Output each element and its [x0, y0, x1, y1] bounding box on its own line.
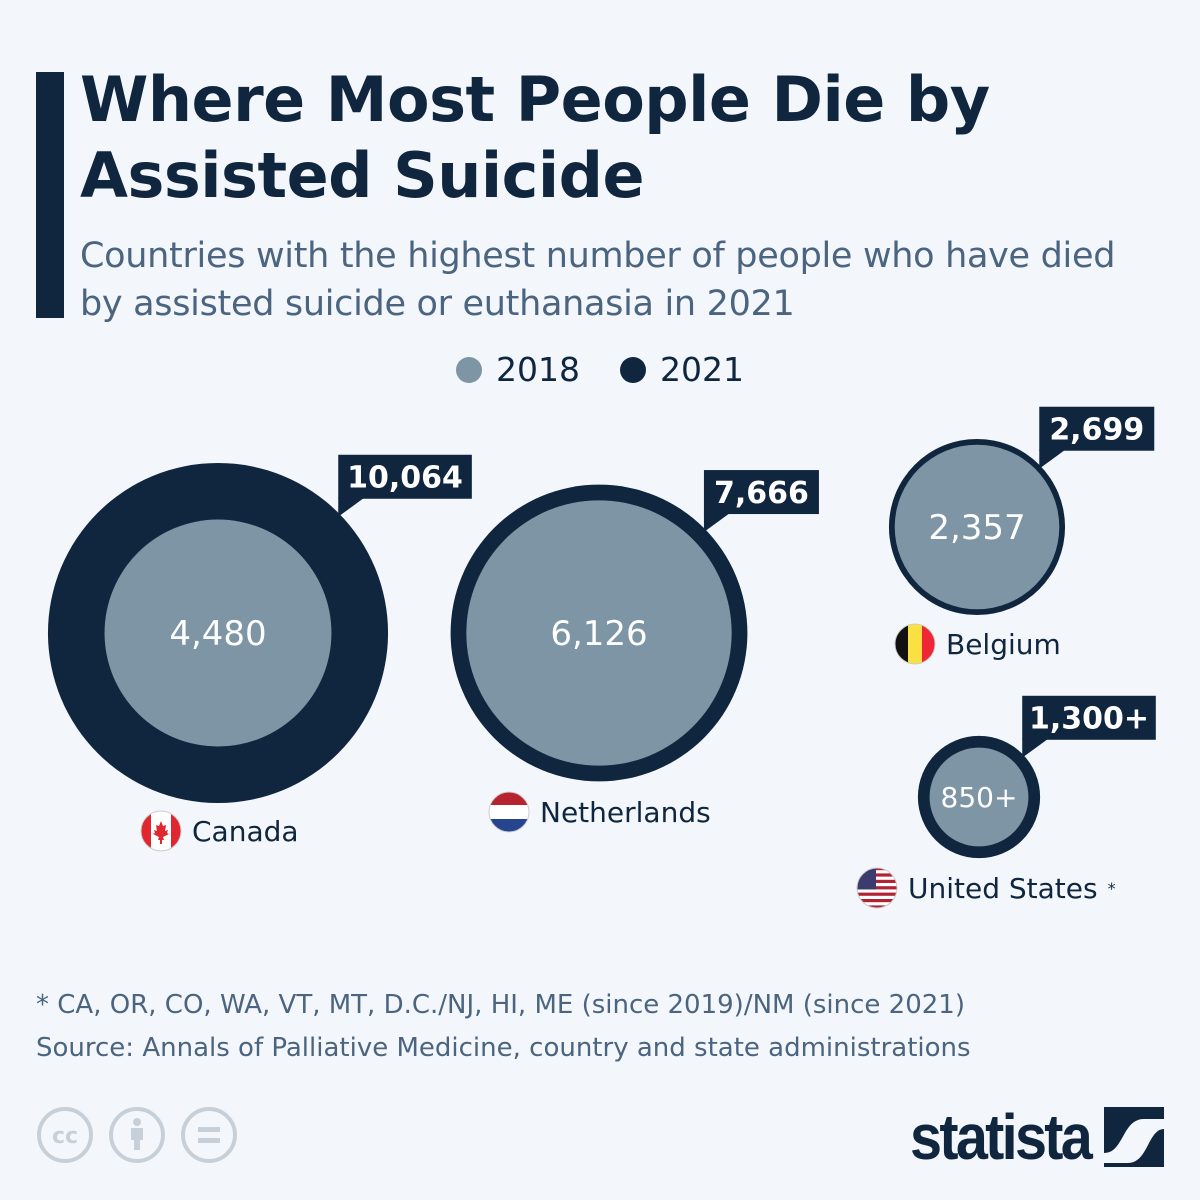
footnote-marker: * — [1107, 878, 1116, 898]
svg-text:cc: cc — [52, 1124, 78, 1149]
country-label-belgium: Belgium — [894, 623, 1061, 665]
legend-swatch-2018 — [456, 356, 483, 383]
source: Source: Annals of Palliative Medicine, c… — [36, 1033, 971, 1063]
legend-label: 2021 — [660, 350, 744, 389]
legend: 2018 2021 — [0, 350, 1200, 389]
value-label-2021: 2,699 — [1049, 413, 1144, 448]
country-name: Canada — [192, 814, 299, 848]
bubble-2018-canada — [104, 519, 332, 747]
value-label-2018: 2,357 — [928, 508, 1025, 548]
bubble-2018-netherlands — [466, 500, 732, 766]
country-label-canada: Canada — [140, 810, 299, 852]
callout-box-2021 — [1039, 406, 1155, 451]
legend-item-2021: 2021 — [620, 350, 744, 389]
bubble-2018-belgium — [894, 444, 1060, 610]
belgium-flag-icon — [894, 623, 936, 665]
callout-box-2021 — [703, 470, 819, 515]
country-name: United States — [908, 871, 1098, 905]
legend-swatch-2021 — [620, 356, 646, 383]
license-icons: cc — [36, 1106, 238, 1164]
netherlands-flag-icon — [488, 791, 530, 833]
callout-box-2021 — [338, 454, 472, 499]
legend-label: 2018 — [496, 350, 580, 389]
callout-pointer — [1039, 449, 1066, 469]
subtitle: Countries with the highest number of peo… — [80, 236, 1116, 324]
canada-flag-icon — [140, 810, 182, 852]
value-label-2021: 10,064 — [347, 461, 463, 496]
value-label-2018: 850+ — [941, 781, 1018, 814]
legend-item-2018: 2018 — [456, 350, 580, 389]
country-label-united-states: United States * — [856, 867, 1116, 909]
callout-pointer — [703, 513, 730, 533]
country-name: Netherlands — [540, 795, 711, 829]
footnote: * CA, OR, CO, WA, VT, MT, D.C./NJ, HI, M… — [36, 990, 965, 1020]
bubble-chart: 4,480 10,064 6,126 7,666 2,357 2,699 850+ 1,300… — [47, 406, 1156, 859]
cc-icon[interactable]: cc — [36, 1106, 94, 1164]
logo-text: statista — [909, 1101, 1093, 1173]
attribution-icon[interactable] — [108, 1106, 166, 1164]
no-derivatives-icon[interactable] — [180, 1106, 238, 1164]
page-title: Where Most People Die by Assisted Suicid… — [80, 63, 990, 212]
callout-box-2021 — [1022, 695, 1156, 740]
value-label-2021: 7,666 — [714, 476, 809, 511]
callout-pointer — [338, 497, 365, 517]
statista-logo[interactable]: statista — [890, 1100, 1164, 1174]
value-label-2018: 6,126 — [550, 614, 647, 654]
country-label-netherlands: Netherlands — [488, 791, 711, 833]
value-label-2018: 4,480 — [169, 614, 266, 654]
callout-pointer — [1022, 738, 1049, 758]
country-name: Belgium — [946, 627, 1061, 661]
us-flag-icon — [856, 867, 898, 909]
title-accent-bar — [36, 72, 64, 318]
statista-logo-icon — [1104, 1107, 1164, 1167]
value-label-2021: 1,300+ — [1029, 702, 1149, 737]
bubble-2018-united-states — [929, 747, 1029, 847]
